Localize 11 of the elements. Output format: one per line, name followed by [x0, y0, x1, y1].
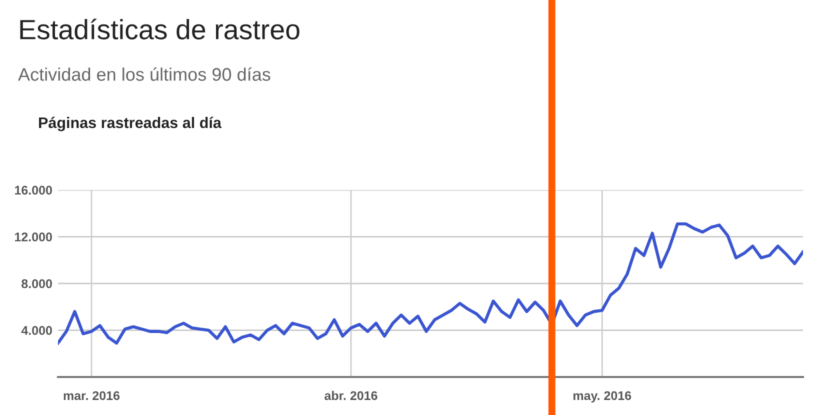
text: Páginas rastreadas al día	[39, 116, 222, 132]
x-tick-label: may. 2016	[574, 391, 632, 403]
chart-subtitle: Actividad en los últimos 90 días	[18, 67, 270, 81]
y-tick-label: 8.000	[22, 279, 52, 288]
x-tick-label: mar. 2016	[64, 391, 120, 400]
x-tick-label: abr. 2016	[324, 390, 378, 400]
line-series	[58, 222, 803, 345]
y-tick-label: 4.000	[21, 326, 52, 335]
y-tick-label: 12.000	[15, 232, 52, 242]
chart-title: Estadísticas de rastreo	[20, 18, 300, 40]
y-tick-label: 16.000	[15, 186, 52, 195]
